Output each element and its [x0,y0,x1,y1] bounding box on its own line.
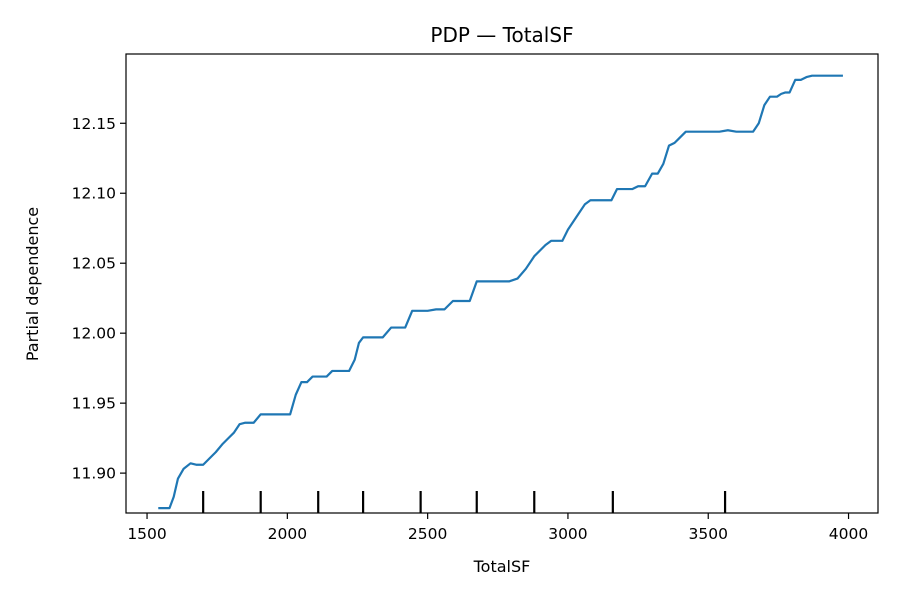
pdp-line [158,74,843,510]
x-tick-label: 3500 [689,525,728,543]
x-tick-label: 1500 [127,525,166,543]
y-tick-label: 12.05 [72,255,116,273]
y-axis: 11.90 11.95 12.00 12.05 12.10 12.15 [72,115,126,483]
y-axis-label: Partial dependence [23,207,42,361]
plot-frame [125,53,879,514]
y-tick-label: 12.00 [72,325,116,343]
chart-title: PDP — TotalSF [430,23,573,47]
y-tick-label: 12.10 [72,185,116,203]
decile-rug [202,491,727,513]
y-tick-label: 11.95 [72,395,116,413]
x-tick-label: 3000 [548,525,587,543]
y-tick-label: 12.15 [72,115,116,133]
x-tick-label: 2500 [408,525,447,543]
x-tick-label: 4000 [829,525,868,543]
x-axis: 1500 2000 2500 3000 3500 4000 [127,513,868,543]
x-tick-label: 2000 [268,525,307,543]
y-tick-label: 11.90 [72,465,116,483]
x-axis-label: TotalSF [473,557,531,576]
